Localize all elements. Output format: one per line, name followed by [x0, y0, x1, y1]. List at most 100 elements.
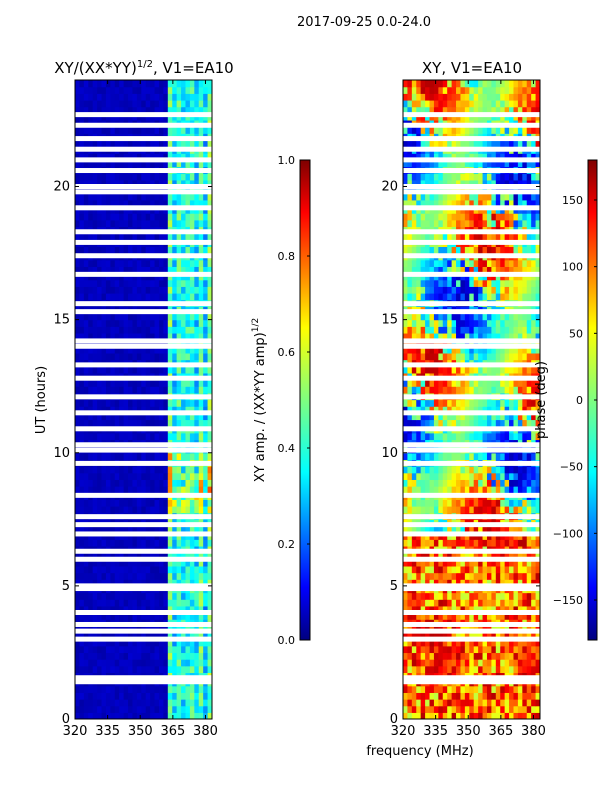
heatmap-cell: [189, 499, 195, 507]
heatmap-cell: [185, 312, 191, 321]
heatmap-cell: [158, 219, 164, 228]
heatmap-cell: [158, 559, 164, 567]
heatmap-cell: [504, 412, 510, 421]
heatmap-cell: [83, 539, 89, 547]
heatmap-cell: [141, 179, 147, 188]
heatmap-cell: [167, 126, 173, 134]
heatmap-cell: [416, 552, 422, 560]
heatmap-cell: [105, 592, 111, 600]
heatmap-cell: [198, 266, 204, 274]
heatmap-cell: [145, 279, 151, 287]
heatmap-cell: [88, 699, 94, 707]
heatmap-cell: [119, 486, 125, 494]
heatmap-cell: [92, 592, 98, 600]
heatmap-cell: [447, 452, 453, 461]
heatmap-cell: [425, 665, 431, 674]
heatmap-cell: [456, 499, 462, 507]
heatmap-cell: [189, 665, 195, 674]
heatmap-cell: [407, 399, 413, 407]
heatmap-cell: [88, 259, 94, 267]
heatmap-cell: [167, 319, 173, 327]
heatmap-cell: [167, 159, 173, 168]
heatmap-cell: [101, 472, 107, 480]
heatmap-cell: [531, 312, 537, 321]
heatmap-cell: [194, 266, 200, 274]
heatmap-cell: [403, 432, 409, 441]
heatmap-cell: [119, 665, 125, 674]
heatmap-cell: [486, 346, 492, 354]
heatmap-cell: [189, 293, 195, 301]
heatmap-cell: [198, 153, 204, 161]
heatmap-cell: [207, 665, 212, 674]
heatmap-cell: [198, 319, 204, 327]
heatmap-cell: [75, 412, 81, 421]
heatmap-cell: [433, 412, 439, 421]
heatmap-cell: [517, 499, 523, 507]
heatmap-cell: [442, 499, 448, 507]
heatmap-cell: [167, 685, 173, 693]
heatmap-cell: [482, 379, 488, 387]
heatmap-cell: [535, 599, 540, 607]
heatmap-cell: [429, 665, 435, 674]
heatmap-cell: [403, 645, 409, 654]
heatmap-cell: [420, 346, 426, 354]
heatmap-cell: [92, 366, 98, 374]
heatmap-cell: [101, 432, 107, 441]
heatmap-cell: [110, 199, 116, 208]
heatmap-cell: [105, 173, 111, 181]
heatmap-cell: [203, 99, 209, 108]
heatmap-cell: [486, 406, 492, 414]
heatmap-cell: [469, 692, 475, 700]
heatmap-cell: [110, 366, 116, 374]
heatmap-cell: [194, 692, 200, 700]
heatmap-cell: [136, 80, 142, 88]
heatmap-cell: [185, 199, 191, 208]
heatmap-cell: [145, 565, 151, 574]
heatmap-cell: [150, 665, 156, 674]
heatmap-cell: [420, 579, 426, 587]
heatmap-cell: [407, 592, 413, 600]
heatmap-cell: [150, 659, 156, 667]
heatmap-cell: [172, 499, 178, 507]
heatmap-cell: [442, 326, 448, 334]
heatmap-cell: [491, 699, 497, 707]
heatmap-cell: [88, 472, 94, 480]
heatmap-cell: [425, 399, 431, 407]
heatmap-cell: [522, 419, 528, 427]
heatmap-cell: [207, 286, 212, 294]
heatmap-cell: [128, 705, 134, 713]
heatmap-cell: [88, 233, 94, 241]
heatmap-cell: [447, 605, 453, 614]
heatmap-cell: [158, 233, 164, 241]
heatmap-cell: [464, 406, 470, 414]
heatmap-cell: [509, 506, 515, 514]
heatmap-cell: [75, 486, 81, 494]
heatmap-cell: [92, 659, 98, 667]
heatmap-cell: [150, 466, 156, 474]
heatmap-cell: [207, 632, 212, 640]
heatmap-cell: [535, 552, 540, 560]
heatmap-cell: [198, 466, 204, 474]
heatmap-cell: [478, 605, 484, 614]
heatmap-cell: [132, 685, 138, 693]
heatmap-cell: [105, 419, 111, 427]
heatmap-cell: [181, 319, 187, 327]
heatmap-cell: [473, 479, 479, 487]
heatmap-cell: [172, 319, 178, 327]
heatmap-cell: [128, 525, 134, 534]
heatmap-cell: [176, 139, 182, 148]
data-gap: [75, 112, 212, 118]
heatmap-cell: [203, 705, 209, 713]
heatmap-cell: [92, 432, 98, 441]
heatmap-cell: [105, 612, 111, 620]
heatmap-cell: [119, 692, 125, 700]
heatmap-cell: [110, 246, 116, 254]
heatmap-cell: [123, 106, 129, 114]
heatmap-cell: [88, 179, 94, 188]
heatmap-cell: [486, 612, 492, 620]
heatmap-cell: [128, 352, 134, 361]
heatmap-cell: [194, 286, 200, 294]
heatmap-cell: [145, 432, 151, 441]
heatmap-cell: [438, 699, 444, 707]
heatmap-cell: [101, 86, 107, 94]
